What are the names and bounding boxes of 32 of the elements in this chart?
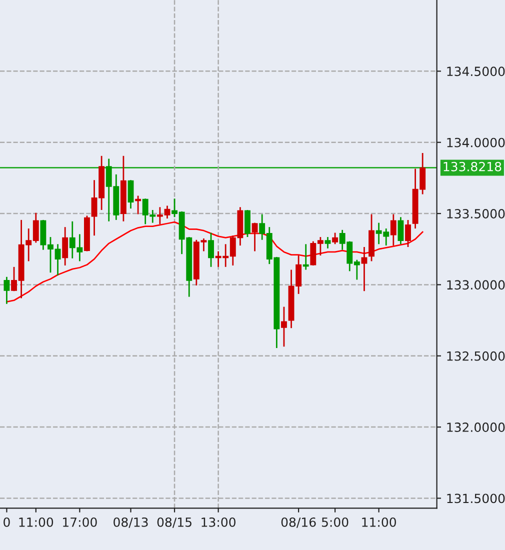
x-tick-label: 17:00 bbox=[63, 517, 97, 527]
y-tick-label: 132.0000 bbox=[447, 422, 505, 432]
y-tick-label: 132.5000 bbox=[447, 351, 505, 361]
x-tick-label: 11:00 bbox=[19, 517, 54, 527]
candlestick bbox=[332, 232, 338, 244]
candlestick bbox=[252, 222, 258, 252]
candlestick bbox=[361, 247, 368, 292]
x-tick-label: 08/15 bbox=[157, 517, 192, 528]
y-tick-label: 133.5000 bbox=[447, 209, 505, 218]
candlestick bbox=[135, 196, 142, 214]
candlestick bbox=[398, 217, 404, 244]
candlestick bbox=[128, 180, 134, 209]
candlestick bbox=[208, 232, 214, 267]
x-tick-label: 08/16 bbox=[281, 517, 316, 528]
candlestick bbox=[324, 237, 331, 248]
candlestick bbox=[302, 244, 309, 270]
x-tick-label: 11:00 bbox=[362, 517, 396, 527]
x-tick-label: 08/13 bbox=[114, 517, 148, 528]
x-tick-label: 0 bbox=[4, 517, 10, 527]
candlestick bbox=[390, 214, 396, 246]
y-tick-label: 131.5000 bbox=[447, 494, 505, 504]
candlestick bbox=[62, 227, 68, 266]
candlestick bbox=[4, 276, 10, 304]
y-tick-label: 134.0000 bbox=[447, 138, 505, 148]
candlestick bbox=[280, 306, 287, 347]
x-tick-label: 5:00 bbox=[322, 517, 348, 527]
ref-line-label: 133.8218 bbox=[444, 162, 502, 172]
y-tick-label: 133.0000 bbox=[447, 280, 505, 290]
x-tick-label: 13:00 bbox=[202, 517, 236, 527]
y-tick-label: 134.5000 bbox=[447, 66, 505, 76]
candlestick bbox=[405, 220, 411, 247]
candlestick bbox=[244, 210, 250, 237]
